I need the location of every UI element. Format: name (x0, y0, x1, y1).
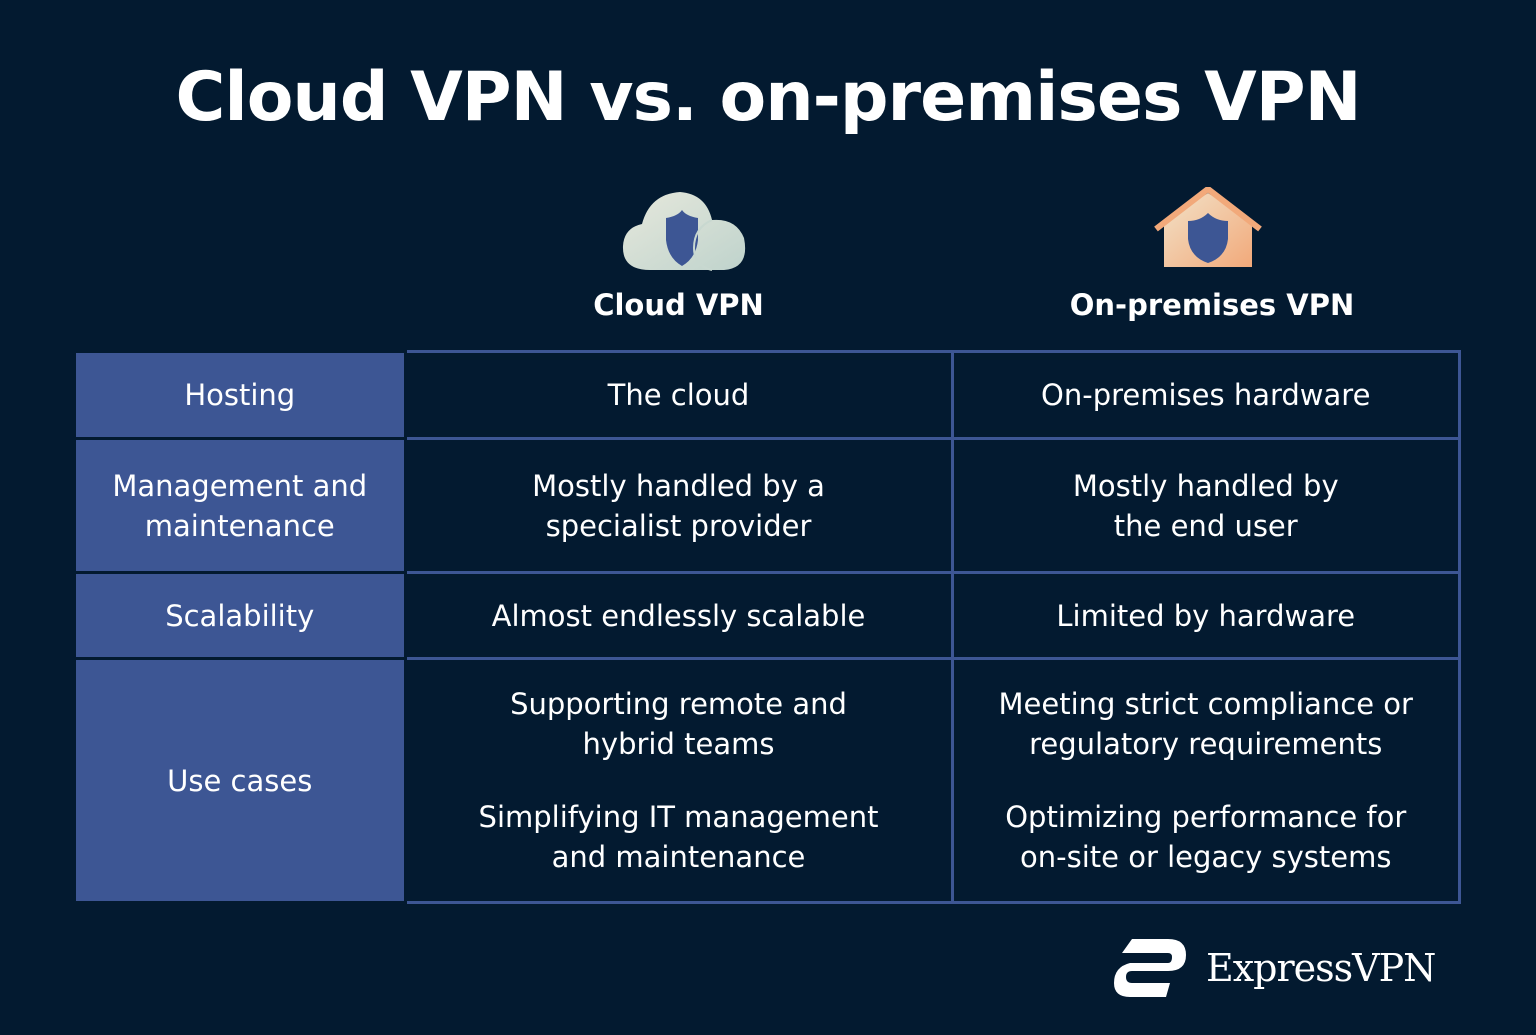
table-row: Hosting The cloud On-premises hardware (76, 350, 1461, 440)
row-label: Scalability (76, 571, 407, 660)
onprem-cell: On-premises hardware (950, 350, 1461, 440)
table-row: Management and maintenance Mostly handle… (76, 437, 1461, 574)
cloud-cell: Mostly handled by a specialist provider (403, 437, 954, 574)
cell-text: Mostly handled by a specialist provider (532, 468, 825, 543)
table-row: Scalability Almost endlessly scalable Li… (76, 571, 1461, 660)
cloud-cell: Supporting remote and hybrid teams Simpl… (403, 657, 954, 904)
page-title: Cloud VPN vs. on-premises VPN (175, 58, 1361, 137)
row-label: Use cases (76, 657, 407, 904)
onprem-cell: Limited by hardware (950, 571, 1461, 660)
cell-text: Meeting strict compliance or regulatory … (998, 687, 1413, 761)
cloud-cell: Almost endlessly scalable (403, 571, 954, 660)
column-header-onprem: On-premises VPN (1069, 288, 1355, 322)
onprem-cell: Mostly handled by the end user (950, 437, 1461, 574)
cloud-shield-icon (622, 192, 746, 271)
row-label: Management and maintenance (76, 437, 407, 574)
column-header-cloud: Cloud VPN (593, 288, 764, 322)
cell-text: Simplifying IT management and maintenanc… (478, 800, 879, 874)
table-row: Use cases Supporting remote and hybrid t… (76, 657, 1461, 904)
expressvpn-logo: ExpressVPN (1110, 937, 1436, 999)
cell-text: Optimizing performance for on-site or le… (1005, 800, 1407, 874)
brand-name: ExpressVPN (1206, 946, 1436, 990)
row-label: Hosting (76, 350, 407, 440)
cloud-cell: The cloud (403, 350, 954, 440)
house-shield-icon (1154, 187, 1262, 267)
comparison-table: Hosting The cloud On-premises hardware M… (76, 350, 1461, 904)
cell-text: Supporting remote and hybrid teams (510, 687, 847, 761)
row-label-text: Management and maintenance (112, 468, 368, 543)
onprem-cell: Meeting strict compliance or regulatory … (950, 657, 1461, 904)
expressvpn-logo-icon (1114, 939, 1186, 997)
cell-text: Mostly handled by the end user (1072, 468, 1339, 543)
